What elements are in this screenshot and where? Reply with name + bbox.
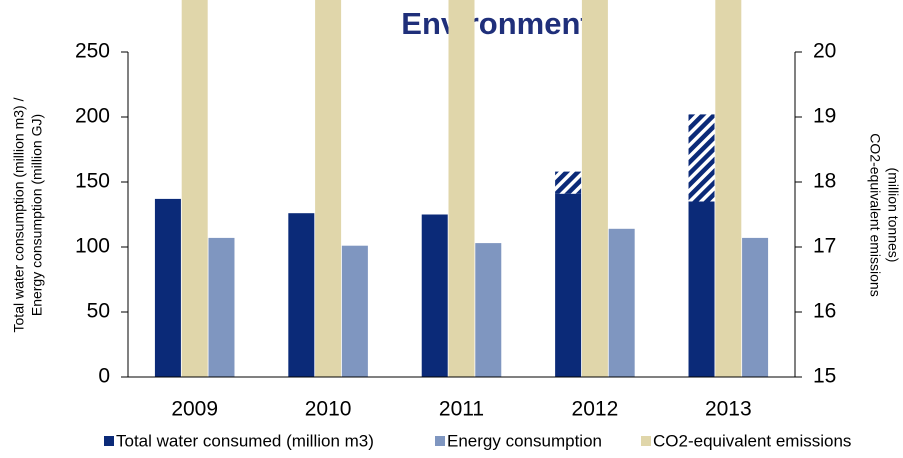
bar — [448, 0, 475, 377]
bar — [208, 237, 235, 377]
bar — [581, 0, 608, 377]
y-axis-title: Total water consumption (million m3) / — [11, 97, 27, 332]
y2-tick-label: 17 — [813, 235, 836, 258]
y-tick-label: 0 — [98, 365, 110, 388]
bar — [608, 228, 635, 377]
bar-segment — [688, 114, 715, 202]
legend-marker — [104, 436, 114, 446]
legend-label: Total water consumed (million m3) — [116, 431, 374, 450]
y-tick-label: 50 — [87, 300, 110, 323]
y2-axis-title: CO2-equivalent emissions — [867, 133, 883, 296]
bar — [421, 214, 448, 377]
y-tick-label: 100 — [75, 235, 110, 258]
legend-label: Energy consumption — [447, 431, 602, 450]
bar — [154, 198, 181, 377]
y-axis-title: Energy consumption (million GJ) — [29, 114, 45, 316]
bar — [341, 245, 368, 377]
bar — [315, 0, 342, 377]
x-tick-label: 2012 — [572, 398, 619, 421]
bar — [475, 243, 502, 377]
bar-segment — [555, 171, 582, 194]
x-tick-label: 2013 — [705, 398, 752, 421]
y2-tick-label: 15 — [813, 365, 836, 388]
bar — [555, 193, 582, 377]
x-tick-label: 2010 — [305, 398, 352, 421]
y-tick-label: 250 — [75, 40, 110, 63]
legend-marker — [435, 436, 445, 446]
chart-title: Environment — [401, 6, 590, 41]
y-tick-label: 150 — [75, 170, 110, 193]
x-tick-label: 2009 — [171, 398, 218, 421]
y2-axis-title: (million tonnes) — [885, 168, 901, 263]
bar — [715, 0, 742, 377]
x-tick-label: 2011 — [439, 398, 484, 421]
bar — [688, 201, 715, 377]
y2-tick-label: 19 — [813, 105, 836, 128]
y2-tick-label: 20 — [813, 40, 836, 63]
y-tick-label: 200 — [75, 105, 110, 128]
y2-tick-label: 16 — [813, 300, 836, 323]
bar — [288, 213, 315, 377]
legend-marker — [641, 436, 651, 446]
legend-label: CO2-equivalent emissions — [653, 431, 851, 450]
y2-tick-label: 18 — [813, 170, 836, 193]
bar — [181, 0, 208, 377]
bar — [742, 237, 769, 377]
